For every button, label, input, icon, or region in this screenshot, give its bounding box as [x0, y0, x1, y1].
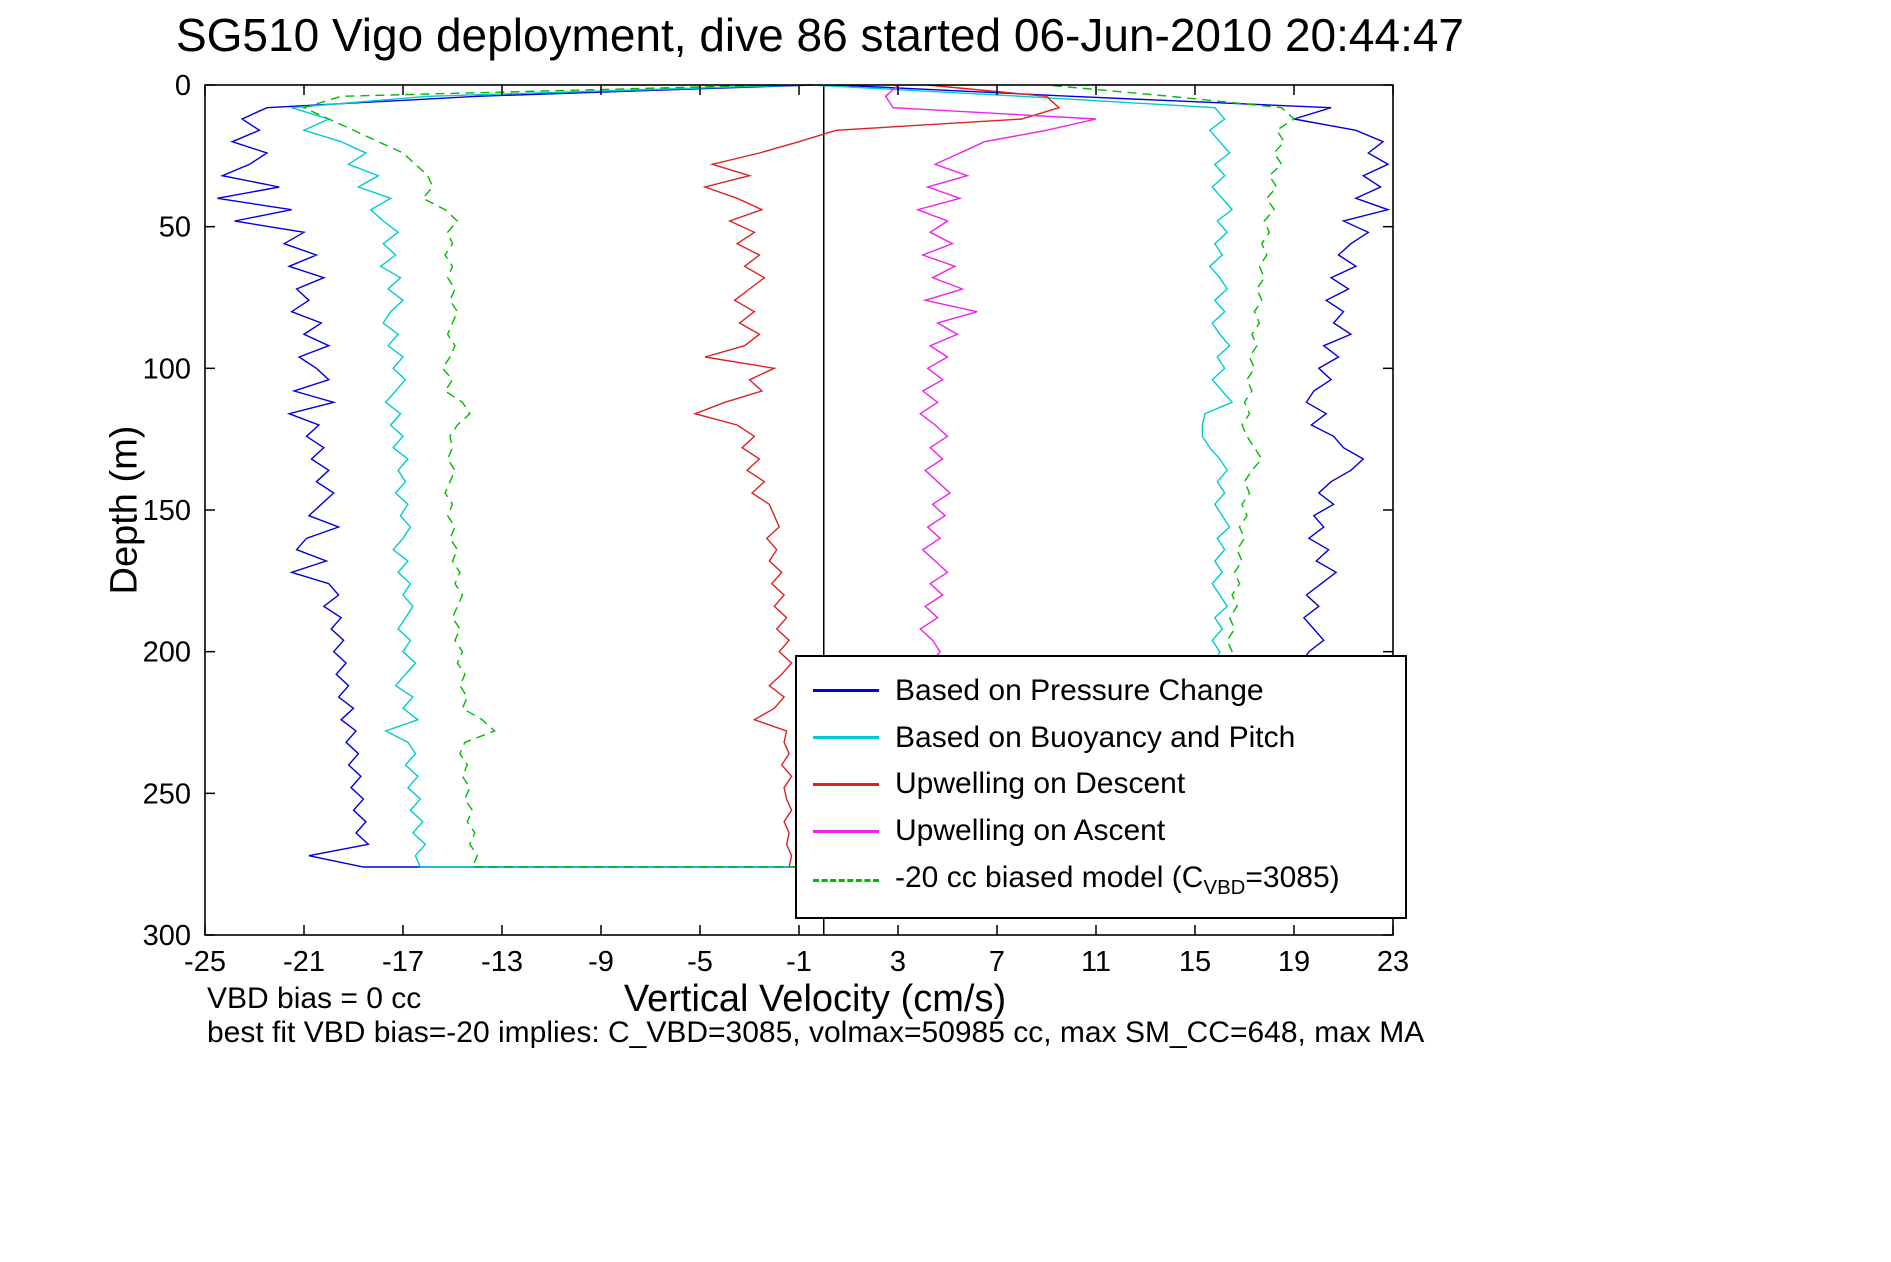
legend-line-upwelling-ascent — [813, 829, 879, 833]
svg-text:11: 11 — [1081, 946, 1111, 978]
svg-text:-9: -9 — [588, 946, 614, 978]
svg-text:-21: -21 — [283, 946, 325, 978]
legend-line-pressure-change — [813, 689, 879, 693]
svg-text:15: 15 — [1179, 946, 1211, 978]
svg-text:-5: -5 — [687, 946, 713, 978]
legend-line-buoyancy-pitch — [813, 736, 879, 740]
svg-text:300: 300 — [143, 920, 191, 952]
svg-text:50: 50 — [159, 212, 191, 244]
svg-text:-17: -17 — [382, 946, 424, 978]
legend-item-buoyancy-pitch: Based on Buoyancy and Pitch — [813, 721, 1401, 755]
legend-line-upwelling-descent — [813, 782, 879, 786]
legend-label-biased-model: -20 cc biased model (CVBD=3085) — [895, 861, 1340, 900]
legend-item-upwelling-ascent: Upwelling on Ascent — [813, 814, 1401, 848]
svg-text:7: 7 — [989, 946, 1005, 978]
x-axis-label: Vertical Velocity (cm/s) — [623, 978, 1007, 1020]
legend-item-biased-model: -20 cc biased model (CVBD=3085) — [813, 861, 1401, 900]
chart-title: SG510 Vigo deployment, dive 86 started 0… — [175, 9, 1465, 61]
legend-item-upwelling-descent: Upwelling on Descent — [813, 767, 1401, 801]
svg-text:250: 250 — [143, 778, 191, 810]
svg-text:23: 23 — [1377, 946, 1409, 978]
legend: Based on Pressure Change Based on Buoyan… — [795, 655, 1407, 919]
svg-text:150: 150 — [143, 495, 191, 527]
annotation-vbd-bias: VBD bias = 0 cc — [207, 982, 422, 1015]
svg-text:-13: -13 — [481, 946, 523, 978]
legend-label-upwelling-ascent: Upwelling on Ascent — [895, 814, 1166, 848]
legend-line-biased-model — [813, 879, 879, 883]
legend-label-buoyancy-pitch: Based on Buoyancy and Pitch — [895, 720, 1296, 754]
svg-text:200: 200 — [143, 637, 191, 669]
svg-text:100: 100 — [143, 353, 191, 385]
annotation-best-fit: best fit VBD bias=-20 implies: C_VBD=308… — [207, 1016, 1425, 1049]
svg-text:-25: -25 — [184, 946, 226, 978]
legend-label-pressure-change: Based on Pressure Change — [895, 673, 1264, 707]
svg-text:0: 0 — [175, 70, 191, 102]
svg-text:-1: -1 — [786, 946, 812, 978]
y-axis-label: Depth (m) — [103, 425, 146, 595]
legend-label-upwelling-descent: Upwelling on Descent — [895, 767, 1186, 801]
svg-text:19: 19 — [1278, 946, 1310, 978]
svg-text:3: 3 — [890, 946, 906, 978]
legend-item-pressure-change: Based on Pressure Change — [813, 674, 1401, 708]
